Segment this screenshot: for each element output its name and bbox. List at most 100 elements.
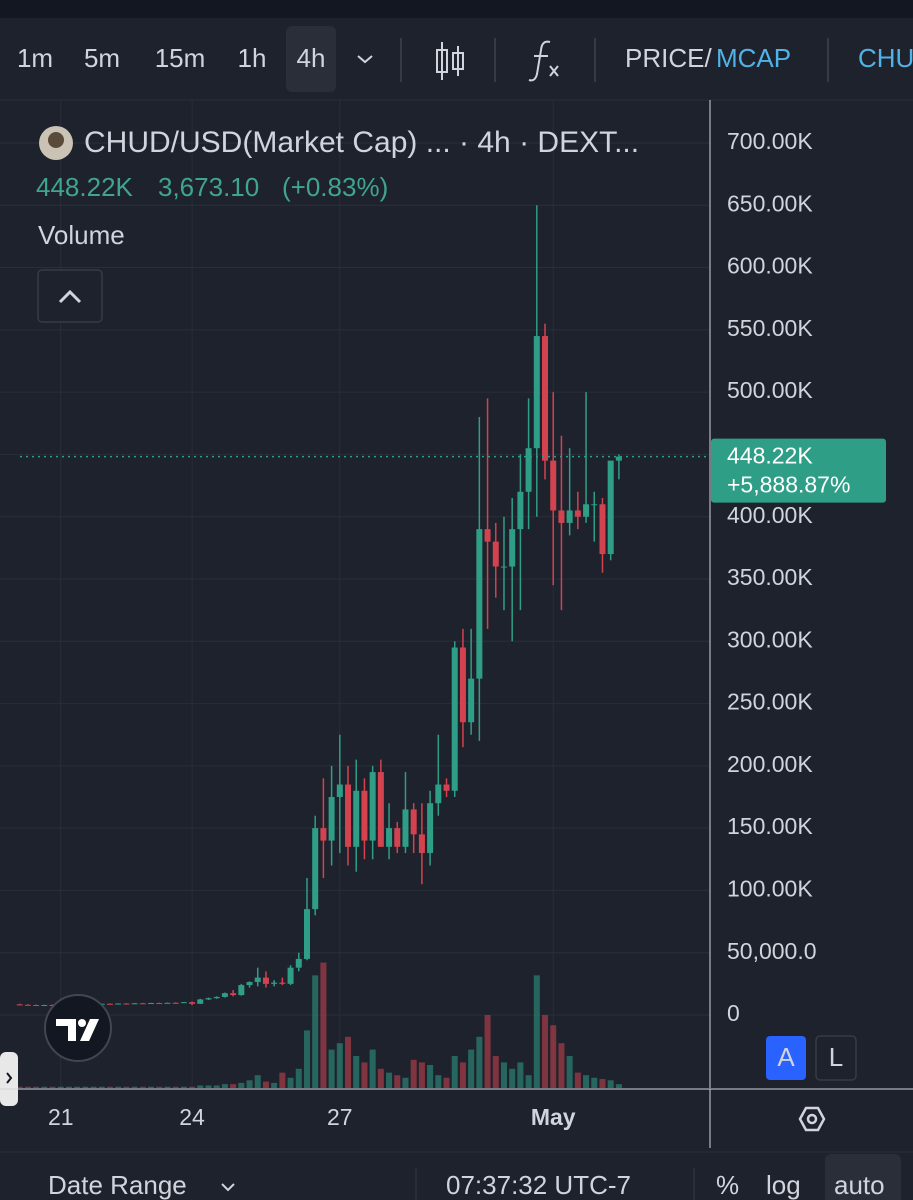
- candle-body: [402, 809, 409, 847]
- volume-bar: [476, 1036, 483, 1088]
- volume-bar: [312, 975, 319, 1088]
- candle-body: [287, 967, 294, 984]
- x-tick-label: 21: [48, 1104, 74, 1130]
- x-tick-label: 24: [179, 1104, 205, 1130]
- volume-bar: [402, 1077, 409, 1088]
- symbol-tab[interactable]: CHU: [858, 43, 913, 73]
- volume-bar: [246, 1080, 253, 1088]
- candle-body: [328, 796, 335, 841]
- volume-bar: [459, 1062, 466, 1088]
- candle-body: [607, 460, 614, 555]
- candle-body: [427, 803, 434, 854]
- candle-body: [476, 529, 483, 679]
- dropdown-icon[interactable]: [357, 55, 373, 64]
- volume-bar: [82, 1086, 89, 1088]
- y-tick-label: 50,000.0: [727, 938, 817, 964]
- candle-body: [509, 529, 516, 567]
- volume-bar: [542, 1015, 549, 1088]
- legend-percent: (+0.83%): [282, 172, 388, 202]
- mcap-toggle[interactable]: MCAP: [716, 43, 791, 73]
- candle-body: [336, 784, 343, 797]
- interval-button[interactable]: 5m: [84, 43, 120, 73]
- legend-volume: Volume: [38, 220, 125, 250]
- volume-bar: [131, 1086, 138, 1088]
- candle-body: [345, 784, 352, 847]
- candle-body: [295, 958, 302, 968]
- volume-bar: [156, 1086, 163, 1088]
- volume-bar: [287, 1077, 294, 1088]
- volume-bar: [410, 1059, 417, 1088]
- volume-bar: [558, 1043, 565, 1088]
- volume-bar: [49, 1086, 56, 1088]
- log-option[interactable]: log: [766, 1170, 801, 1200]
- candle-body: [238, 985, 245, 996]
- volume-bar: [271, 1082, 278, 1088]
- top-strip: [0, 0, 913, 18]
- candle-body: [468, 678, 475, 723]
- auto-option[interactable]: auto: [834, 1170, 885, 1200]
- volume-bar: [468, 1049, 475, 1088]
- candle-body: [361, 790, 368, 841]
- candle-body: [500, 566, 507, 568]
- percent-option[interactable]: %: [716, 1170, 739, 1200]
- candle-body: [254, 977, 261, 982]
- settings-icon[interactable]: [798, 1106, 826, 1132]
- y-tick-label: 500.00K: [727, 377, 813, 403]
- candle-icon[interactable]: [436, 42, 464, 80]
- volume-bar: [394, 1075, 401, 1088]
- volume-bar: [418, 1062, 425, 1088]
- y-tick-label: 700.00K: [727, 128, 813, 154]
- volume-bar: [369, 1049, 376, 1088]
- volume-bar: [74, 1086, 81, 1088]
- interval-button[interactable]: 1m: [17, 43, 53, 73]
- candle-body: [558, 510, 565, 523]
- candle-body: [542, 336, 549, 461]
- volume-bar: [221, 1084, 228, 1088]
- interval-button[interactable]: 1h: [238, 43, 267, 73]
- volume-bar: [386, 1072, 393, 1088]
- volume-bar: [574, 1072, 581, 1088]
- volume-bar: [90, 1086, 97, 1088]
- volume-bar: [615, 1084, 622, 1088]
- y-tick-label: 550.00K: [727, 315, 813, 341]
- y-tick-label: 250.00K: [727, 689, 813, 715]
- interval-button[interactable]: 4h: [297, 43, 326, 73]
- candle-body: [262, 977, 269, 984]
- volume-bar: [427, 1064, 434, 1088]
- collapse-button[interactable]: [37, 269, 103, 323]
- y-tick-label: 650.00K: [727, 190, 813, 216]
- x-tick-label: May: [531, 1104, 576, 1130]
- volume-bar: [148, 1086, 155, 1088]
- date-range[interactable]: Date Range: [48, 1170, 187, 1200]
- candle-body: [33, 1005, 40, 1007]
- volume-bar: [213, 1085, 220, 1088]
- candle-body: [353, 790, 360, 847]
- candle-body: [172, 1002, 179, 1004]
- y-tick-label: 400.00K: [727, 502, 813, 528]
- log-scale-button[interactable]: [815, 1035, 857, 1081]
- volume-bar: [492, 1056, 499, 1088]
- volume-bar: [361, 1062, 368, 1088]
- legend-value: 448.22K: [36, 172, 134, 202]
- date-range-icon: [221, 1183, 235, 1192]
- candle-body: [164, 1002, 171, 1004]
- candle-body: [197, 999, 204, 1004]
- candle-body: [115, 1003, 122, 1005]
- price-toggle[interactable]: PRICE/: [625, 43, 712, 73]
- tv-logo[interactable]: [44, 994, 112, 1062]
- volume-bar: [583, 1075, 590, 1088]
- volume-bar: [509, 1068, 516, 1088]
- candle-body: [377, 772, 384, 847]
- volume-bar: [320, 962, 327, 1088]
- interval-button[interactable]: 15m: [155, 43, 206, 73]
- candle-body: [156, 1003, 163, 1005]
- candle-body: [386, 828, 393, 847]
- candle-body: [221, 993, 228, 997]
- volume-bar: [517, 1062, 524, 1088]
- indicator-icon[interactable]: [528, 40, 559, 82]
- candle-body: [394, 828, 401, 847]
- candle-body: [189, 1002, 196, 1004]
- auto-scale-button[interactable]: [766, 1036, 806, 1080]
